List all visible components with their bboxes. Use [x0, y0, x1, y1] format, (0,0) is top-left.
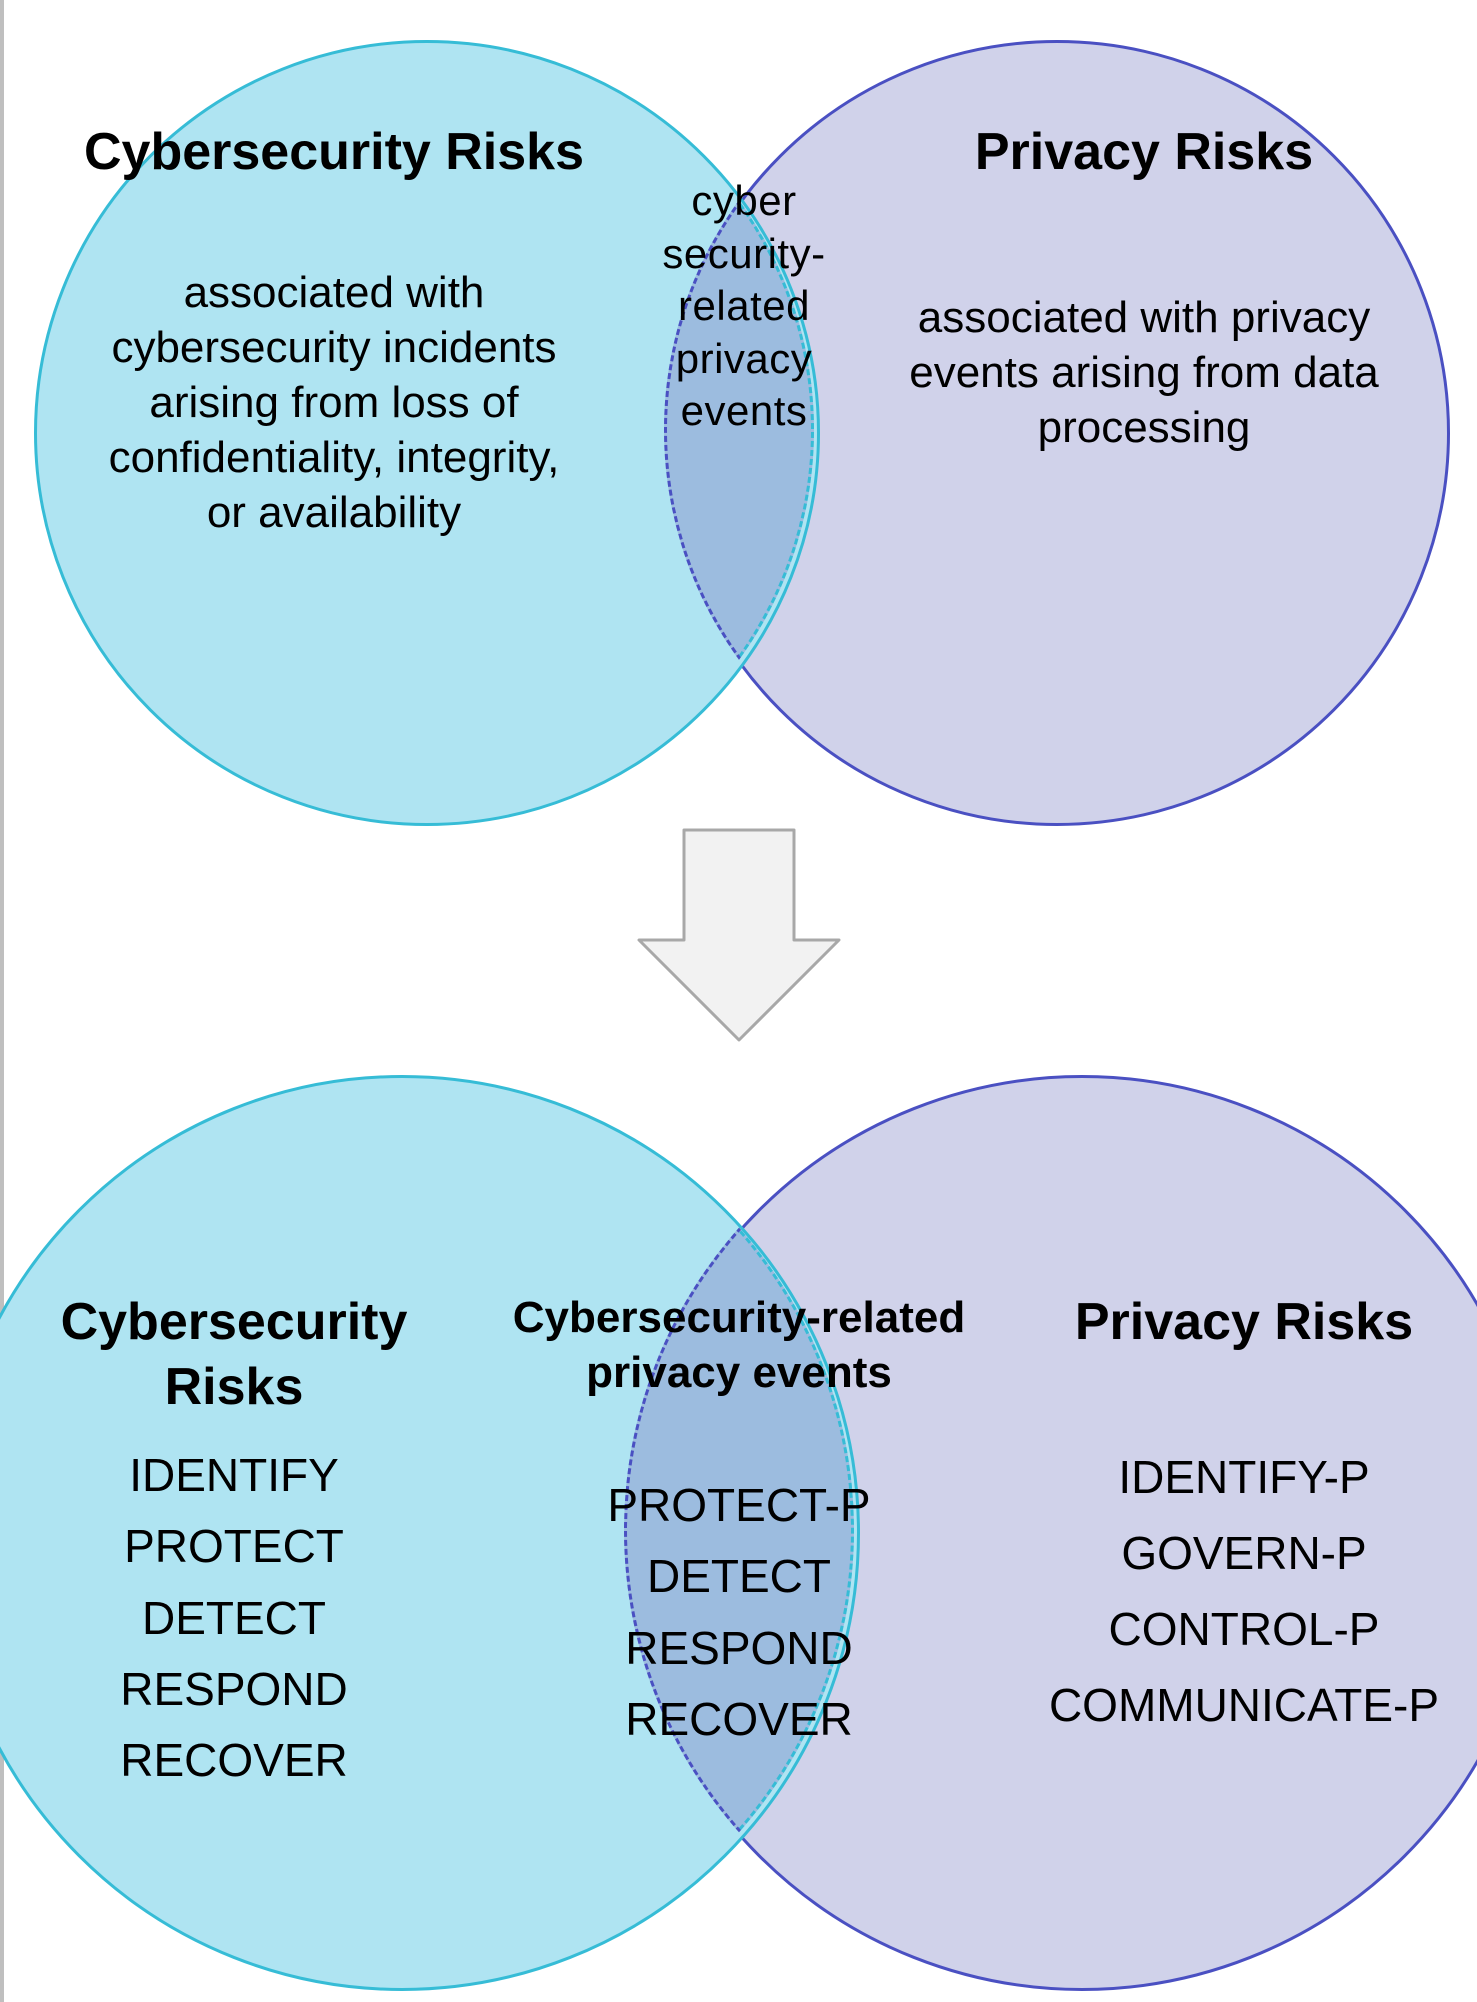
top-intersection-label: cyber security-related privacy events	[654, 175, 834, 438]
list-item: RESPOND	[44, 1654, 424, 1725]
bottom-left-title: Cybersecurity Risks	[0, 1290, 474, 1420]
list-item: CONTROL-P	[994, 1592, 1477, 1668]
list-item: DETECT	[549, 1541, 929, 1612]
top-left-body: associated with cybersecurity incidents …	[84, 265, 584, 540]
list-item: COMMUNICATE-P	[994, 1668, 1477, 1744]
bottom-intersection-items: PROTECT-P DETECT RESPOND RECOVER	[549, 1470, 929, 1755]
down-arrow	[629, 820, 849, 1050]
list-item: RESPOND	[549, 1613, 929, 1684]
list-item: PROTECT	[44, 1511, 424, 1582]
top-right-body: associated with privacy events arising f…	[904, 290, 1384, 455]
venn-diagram-canvas: Cybersecurity Risks associated with cybe…	[0, 0, 1477, 2002]
bottom-intersection-title: Cybersecurity-related privacy events	[499, 1290, 979, 1400]
list-item: PROTECT-P	[549, 1470, 929, 1541]
list-item: DETECT	[44, 1583, 424, 1654]
bottom-right-title: Privacy Risks	[1004, 1290, 1477, 1355]
top-left-title: Cybersecurity Risks	[64, 120, 604, 185]
list-item: RECOVER	[44, 1725, 424, 1796]
list-item: IDENTIFY-P	[994, 1440, 1477, 1516]
bottom-right-items: IDENTIFY-P GOVERN-P CONTROL-P COMMUNICAT…	[994, 1440, 1477, 1744]
top-right-title: Privacy Risks	[884, 120, 1404, 185]
bottom-left-items: IDENTIFY PROTECT DETECT RESPOND RECOVER	[44, 1440, 424, 1796]
list-item: RECOVER	[549, 1684, 929, 1755]
list-item: IDENTIFY	[44, 1440, 424, 1511]
list-item: GOVERN-P	[994, 1516, 1477, 1592]
